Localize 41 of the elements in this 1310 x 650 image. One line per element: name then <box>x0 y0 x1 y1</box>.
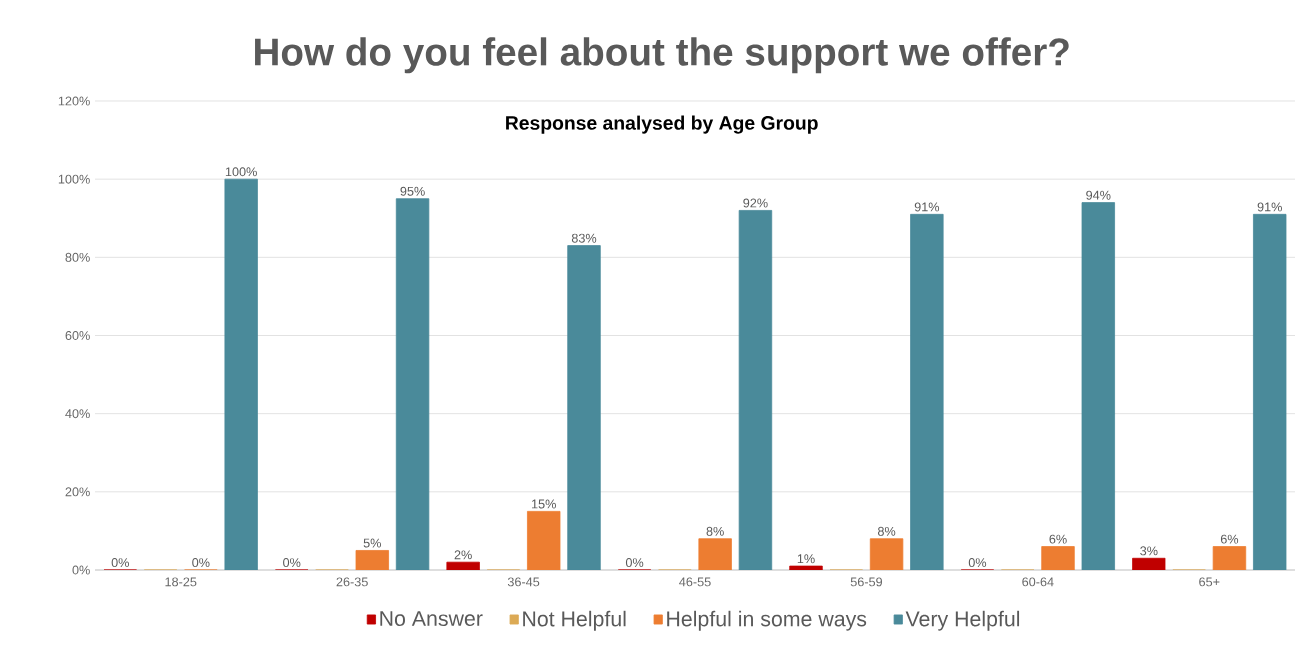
y-tick-label: 40% <box>65 409 90 419</box>
x-tick-label: 36-45 <box>507 577 540 587</box>
x-tick-label: 46-55 <box>679 577 711 587</box>
data-label: 5% <box>363 538 381 548</box>
data-label: 15% <box>532 499 556 509</box>
text: Response analysed by Age Group <box>506 115 818 134</box>
legend-label: No Answer <box>380 611 483 627</box>
data-label: 95% <box>400 186 425 196</box>
data-label: 94% <box>1086 190 1111 200</box>
data-label: 1% <box>797 554 815 564</box>
data-label: 0% <box>111 558 129 568</box>
y-tick-label: 0% <box>72 565 90 575</box>
legend-label: Not Helpful <box>523 610 626 631</box>
data-label: 6% <box>1220 534 1239 544</box>
legend-label: Very Helpful <box>905 610 1020 631</box>
chart-title: How do you feel about the support we offer? <box>255 37 1069 74</box>
data-label: 83% <box>571 233 597 243</box>
y-tick-label: 120% <box>58 96 90 106</box>
data-label: 6% <box>1049 534 1067 544</box>
data-label: 0% <box>283 558 301 568</box>
data-label: 91% <box>1257 202 1282 212</box>
data-label: 8% <box>877 526 896 536</box>
x-tick-label: 65+ <box>1199 577 1220 587</box>
x-tick-label: 26-35 <box>336 577 368 587</box>
y-tick-label: 60% <box>65 331 90 340</box>
data-label: 8% <box>706 526 724 536</box>
y-tick-label: 100% <box>58 174 90 184</box>
data-label: 0% <box>625 558 644 568</box>
data-label: 3% <box>1140 546 1158 556</box>
x-tick-label: 18-25 <box>165 577 197 587</box>
data-label: 0% <box>968 558 987 568</box>
x-tick-label: 56-59 <box>850 577 883 587</box>
y-tick-label: 80% <box>65 252 90 262</box>
data-label: 100% <box>225 167 257 177</box>
data-label: 0% <box>192 558 210 568</box>
data-label: 91% <box>914 202 940 212</box>
y-tick-label: 20% <box>65 487 90 497</box>
data-label: 92% <box>743 198 768 208</box>
x-tick-label: 60-64 <box>1022 577 1054 587</box>
data-label: 2% <box>454 550 472 560</box>
legend-label: Helpful in some ways <box>667 610 867 631</box>
